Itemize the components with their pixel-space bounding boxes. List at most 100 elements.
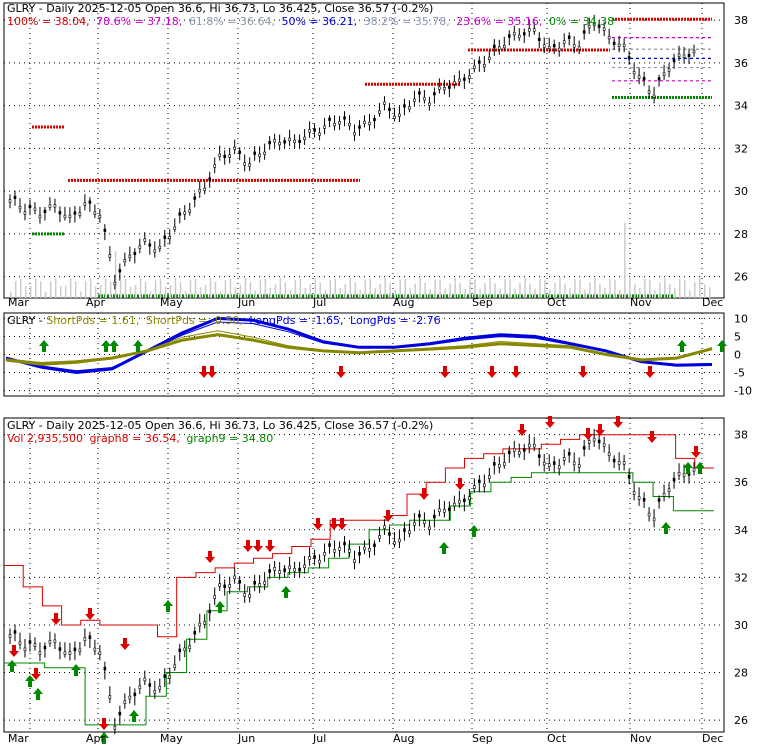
candle-body bbox=[148, 683, 152, 687]
candle-body bbox=[328, 117, 331, 121]
candle-body bbox=[637, 496, 641, 500]
candle-body bbox=[418, 513, 421, 518]
candle-body bbox=[248, 163, 251, 167]
volume-bar bbox=[594, 278, 596, 298]
up-arrow bbox=[99, 732, 109, 744]
candle-body bbox=[23, 211, 27, 215]
candle-body bbox=[682, 473, 686, 477]
candle-body bbox=[592, 437, 596, 442]
candle-body bbox=[522, 32, 526, 36]
up-arrow bbox=[469, 525, 479, 537]
up-arrow bbox=[163, 600, 173, 612]
candle-body bbox=[43, 645, 47, 650]
down-arrow bbox=[595, 424, 605, 436]
y-tick-label-p1: 30 bbox=[734, 185, 748, 198]
candle-body bbox=[358, 125, 361, 129]
volume-bar bbox=[414, 283, 416, 298]
volume-bar bbox=[254, 290, 257, 298]
candle-body bbox=[597, 24, 601, 28]
candle-body bbox=[488, 56, 491, 60]
up-arrow bbox=[33, 688, 43, 700]
volume-bar bbox=[549, 289, 551, 298]
candle-body bbox=[582, 30, 586, 34]
candle-body bbox=[343, 116, 346, 120]
volume-bar bbox=[389, 282, 391, 298]
volume-bar bbox=[349, 278, 352, 298]
candle-body bbox=[507, 34, 511, 38]
candle-body bbox=[38, 214, 42, 219]
candle-body bbox=[233, 575, 236, 580]
volume-bar bbox=[199, 287, 202, 298]
candle-body bbox=[253, 151, 256, 155]
candle-body bbox=[108, 254, 112, 258]
candle-body bbox=[687, 53, 691, 58]
candle-body bbox=[657, 77, 661, 81]
volume-bar bbox=[384, 278, 386, 298]
candle-body bbox=[423, 97, 426, 101]
price-candles-top bbox=[8, 14, 696, 290]
volume-bar bbox=[94, 286, 97, 298]
candle-body bbox=[228, 154, 231, 158]
candle-body bbox=[468, 496, 471, 500]
candle-body bbox=[493, 44, 496, 48]
candle-body bbox=[63, 651, 67, 655]
volume-bar bbox=[304, 287, 307, 298]
down-arrow bbox=[207, 366, 217, 378]
candle-body bbox=[672, 58, 676, 63]
volume-bar bbox=[479, 288, 481, 298]
fib-levels-layer bbox=[32, 17, 712, 298]
candle-body bbox=[98, 214, 102, 219]
volume-bar bbox=[129, 286, 132, 298]
candle-body bbox=[233, 146, 236, 150]
candle-body bbox=[567, 35, 571, 39]
candle-body bbox=[453, 81, 456, 85]
candle-body bbox=[403, 104, 406, 108]
volume-bar bbox=[444, 288, 446, 298]
volume-bar bbox=[364, 279, 366, 298]
candle-body bbox=[263, 151, 266, 155]
candle-body bbox=[33, 207, 37, 211]
volume-bar bbox=[219, 290, 222, 298]
candle-body bbox=[378, 535, 381, 539]
candle-body bbox=[193, 631, 197, 635]
y-tick-label-p1: 26 bbox=[734, 271, 748, 284]
candle-body bbox=[458, 78, 461, 82]
volume-bar bbox=[424, 283, 426, 298]
volume-bar bbox=[554, 282, 556, 298]
candle-body bbox=[148, 243, 152, 247]
candle-body bbox=[263, 581, 266, 585]
candle-body bbox=[13, 195, 17, 200]
candle-body bbox=[532, 443, 536, 448]
candle-body bbox=[468, 75, 471, 79]
volume-bar bbox=[259, 280, 262, 298]
volume-bar bbox=[439, 279, 441, 298]
candle-body bbox=[602, 27, 606, 31]
y-tick-label-p1: 34 bbox=[734, 100, 748, 113]
candle-body bbox=[123, 258, 127, 263]
x-tick-label-p3: Aug bbox=[393, 732, 414, 745]
candle-body bbox=[83, 202, 87, 206]
candle-body bbox=[328, 543, 331, 547]
candle-body bbox=[498, 46, 501, 50]
volume-bar bbox=[449, 283, 451, 298]
candle-body bbox=[413, 522, 416, 526]
candle-body bbox=[527, 443, 531, 448]
x-tick-label-p3: Nov bbox=[630, 732, 652, 745]
candle-body bbox=[443, 87, 446, 91]
candle-body bbox=[108, 695, 112, 699]
volume-bar bbox=[44, 291, 47, 298]
candle-body bbox=[208, 609, 212, 614]
panel2-legend: GLRY - ShortPds = 1.61, ShortPds = -0.50… bbox=[7, 314, 441, 327]
candle-body bbox=[532, 28, 536, 32]
candle-body bbox=[423, 520, 426, 524]
oscillator-lines bbox=[5, 316, 713, 375]
candle-body bbox=[433, 92, 436, 96]
volume-bar bbox=[39, 281, 42, 298]
candle-body bbox=[627, 56, 631, 60]
candle-body bbox=[617, 43, 621, 47]
candle-body bbox=[517, 451, 521, 455]
candle-body bbox=[258, 153, 261, 157]
down-arrow bbox=[9, 645, 19, 657]
volume-bar bbox=[669, 284, 671, 298]
x-tick-label-p1: Jul bbox=[312, 296, 326, 309]
